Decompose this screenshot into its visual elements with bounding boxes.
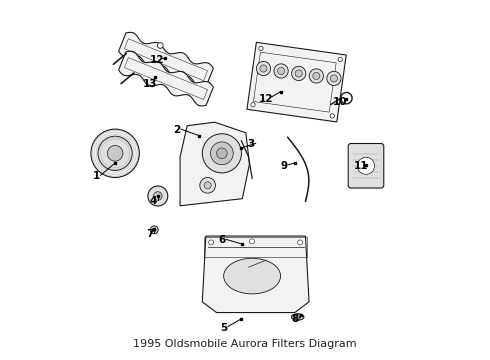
- Text: 12: 12: [149, 55, 164, 65]
- Text: 6: 6: [218, 235, 225, 246]
- Circle shape: [204, 182, 211, 189]
- Circle shape: [211, 142, 233, 165]
- Circle shape: [260, 65, 267, 72]
- Circle shape: [150, 226, 158, 234]
- Text: 4: 4: [150, 196, 157, 206]
- Circle shape: [91, 129, 139, 177]
- Circle shape: [217, 148, 227, 159]
- Polygon shape: [180, 122, 249, 206]
- Circle shape: [357, 157, 374, 174]
- Ellipse shape: [292, 314, 304, 320]
- Circle shape: [327, 71, 341, 86]
- Polygon shape: [202, 236, 309, 312]
- Circle shape: [153, 192, 162, 200]
- Circle shape: [295, 70, 302, 77]
- Circle shape: [338, 57, 343, 62]
- Circle shape: [209, 240, 214, 245]
- Polygon shape: [119, 51, 213, 106]
- Circle shape: [98, 136, 132, 170]
- Circle shape: [251, 103, 255, 107]
- Circle shape: [292, 66, 306, 81]
- Circle shape: [330, 75, 338, 82]
- Text: 10: 10: [333, 97, 347, 107]
- Text: 3: 3: [248, 139, 255, 149]
- Circle shape: [157, 42, 163, 48]
- Circle shape: [295, 314, 300, 320]
- Circle shape: [256, 62, 270, 76]
- Text: 1995 Oldsmobile Aurora Filters Diagram: 1995 Oldsmobile Aurora Filters Diagram: [133, 339, 357, 349]
- Circle shape: [200, 177, 216, 193]
- Text: 13: 13: [143, 79, 157, 89]
- Circle shape: [313, 72, 320, 80]
- Circle shape: [309, 69, 323, 83]
- Circle shape: [274, 64, 288, 78]
- Text: 5: 5: [220, 323, 227, 333]
- Circle shape: [277, 67, 285, 75]
- Text: 12: 12: [258, 94, 273, 104]
- Text: 9: 9: [281, 161, 288, 171]
- Text: 2: 2: [173, 125, 180, 135]
- Circle shape: [330, 114, 334, 118]
- Circle shape: [202, 134, 242, 173]
- Text: 11: 11: [354, 161, 368, 171]
- Text: 7: 7: [147, 229, 154, 239]
- Polygon shape: [247, 42, 346, 122]
- Text: 8: 8: [291, 314, 298, 324]
- Text: 1: 1: [93, 171, 100, 181]
- Circle shape: [152, 228, 156, 231]
- Polygon shape: [119, 32, 213, 87]
- Circle shape: [297, 240, 303, 245]
- Circle shape: [148, 186, 168, 206]
- Ellipse shape: [223, 258, 281, 294]
- Circle shape: [259, 46, 263, 50]
- Circle shape: [107, 145, 123, 161]
- FancyBboxPatch shape: [348, 144, 384, 188]
- Circle shape: [249, 239, 255, 244]
